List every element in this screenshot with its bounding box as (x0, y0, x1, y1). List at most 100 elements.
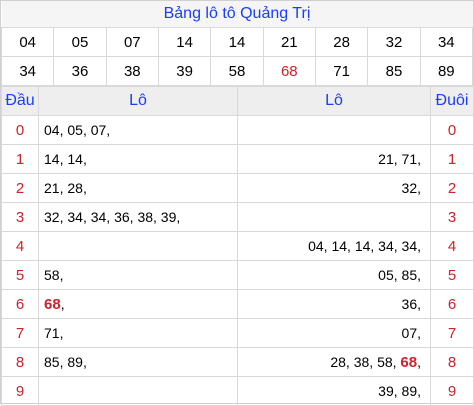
dau-digit: 8 (1, 347, 39, 377)
lo-number: 14 (354, 238, 371, 254)
lo-number: 04 (44, 122, 60, 138)
duoi-digit: 1 (430, 144, 474, 174)
dau-digit: 7 (1, 318, 39, 348)
numbers-table: Bảng lô tô Quảng Trị 04 05 07 14 14 21 28 32 34 … (0, 1, 474, 86)
lo-number: 71 (401, 151, 418, 167)
drawn-number: 14 (210, 27, 264, 57)
lo-left-cell: 68, (38, 289, 238, 319)
drawn-number: 58 (210, 56, 264, 86)
lo-number: 68 (44, 295, 61, 313)
lo-number: 34 (90, 209, 107, 225)
drawn-number: 71 (314, 56, 369, 86)
dau-duoi-table: Đầu Lô Lô Đuôi 0 04, 05, 07, 0 1 14, 14, 21, … (1, 86, 474, 406)
lo-left-cell: 58, (38, 260, 238, 290)
drawn-number: 68 (262, 56, 316, 86)
numbers-row-2: 34 36 38 39 58 68 71 85 89 (0, 56, 474, 86)
board-title: Bảng lô tô Quảng Trị (1, 1, 473, 28)
grid-row: 6 68, 36, 6 (1, 289, 474, 319)
duoi-digit: 0 (430, 115, 474, 145)
lo-number: 21 (44, 180, 60, 196)
duoi-digit: 9 (430, 376, 474, 406)
lo-right-cell (237, 115, 431, 145)
dau-digit: 3 (1, 202, 39, 232)
duoi-digit: 2 (430, 173, 474, 203)
grid-row: 0 04, 05, 07, 0 (1, 115, 474, 145)
grid-row: 1 14, 14, 21, 71, 1 (1, 144, 474, 174)
drawn-number: 21 (262, 27, 316, 57)
grid-row: 4 04, 14, 14, 34, 34, 4 (1, 231, 474, 261)
lo-number: 14 (331, 238, 348, 254)
lo-number: 58 (377, 353, 393, 370)
lo-number: 36 (401, 296, 418, 312)
lo-number: 89 (401, 383, 418, 399)
lo-right-cell: 21, 71, (237, 144, 431, 174)
drawn-number: 07 (105, 27, 159, 57)
duoi-digit: 4 (430, 231, 474, 261)
lo-number: 04 (308, 238, 324, 254)
grid-row: 3 32, 34, 34, 36, 38, 39, 3 (1, 202, 474, 232)
drawn-number: 39 (157, 56, 212, 86)
lo-number: 34 (378, 238, 394, 254)
drawn-number: 85 (367, 56, 421, 86)
lo-number: 36 (114, 209, 130, 225)
lo-number: 38 (353, 353, 370, 370)
lo-number: 58 (44, 267, 60, 283)
grid-row: 8 85, 89, 28, 38, 58, 68, 8 (1, 347, 474, 377)
dau-digit: 6 (1, 289, 39, 319)
lo-number: 32 (401, 180, 418, 196)
lo-number: 05 (67, 122, 83, 138)
lo-number: 14 (67, 151, 83, 167)
header-lo-right: Lô (237, 86, 431, 116)
header-row: Đầu Lô Lô Đuôi (1, 86, 474, 116)
lo-right-cell: 05, 85, (237, 260, 431, 290)
lo-number: 68 (400, 353, 418, 371)
lo-number: 21 (378, 151, 394, 167)
drawn-number: 05 (53, 27, 107, 57)
drawn-number: 32 (367, 27, 421, 57)
dau-digit: 2 (1, 173, 39, 203)
duoi-digit: 3 (430, 202, 474, 232)
header-duoi: Đuôi (430, 86, 474, 116)
duoi-digit: 7 (430, 318, 474, 348)
header-lo-left: Lô (38, 86, 238, 116)
dau-digit: 9 (1, 376, 39, 406)
header-dau: Đầu (1, 86, 39, 116)
dau-digit: 4 (1, 231, 39, 261)
grid-row: 9 39, 89, 9 (1, 376, 474, 406)
grid-row: 7 71, 07, 7 (1, 318, 474, 348)
lo-number: 34 (401, 238, 418, 254)
lo-number: 85 (401, 267, 418, 283)
lo-right-cell: 28, 38, 58, 68, (237, 347, 431, 377)
lo-number: 07 (401, 325, 418, 341)
numbers-row-1: 04 05 07 14 14 21 28 32 34 (0, 27, 474, 57)
lo-right-cell: 32, (237, 173, 431, 203)
drawn-number: 28 (314, 27, 369, 57)
dau-digit: 5 (1, 260, 39, 290)
drawn-number: 89 (419, 56, 474, 86)
lo-number: 14 (44, 151, 60, 167)
grid-row: 5 58, 05, 85, 5 (1, 260, 474, 290)
title-row: Bảng lô tô Quảng Trị (1, 1, 473, 28)
lo-number: 71 (44, 325, 60, 341)
lo-number: 05 (378, 267, 394, 283)
lo-number: 28 (67, 180, 83, 196)
dau-digit: 0 (1, 115, 39, 145)
lo-left-cell (38, 376, 238, 406)
drawn-number: 04 (0, 27, 55, 57)
grid-row: 2 21, 28, 32, 2 (1, 173, 474, 203)
lo-number: 38 (137, 209, 154, 225)
drawn-number: 14 (157, 27, 212, 57)
lo-left-cell (38, 231, 238, 261)
lo-number: 28 (330, 353, 346, 370)
lo-number: 89 (67, 354, 83, 370)
lo-number: 39 (378, 383, 394, 399)
lo-number: 07 (90, 122, 107, 138)
duoi-digit: 5 (430, 260, 474, 290)
lo-number: 32 (44, 209, 60, 225)
lo-right-cell: 36, (237, 289, 431, 319)
drawn-number: 34 (419, 27, 474, 57)
lo-number: 85 (44, 354, 60, 370)
lo-left-cell: 04, 05, 07, (38, 115, 238, 145)
lo-left-cell: 21, 28, (38, 173, 238, 203)
